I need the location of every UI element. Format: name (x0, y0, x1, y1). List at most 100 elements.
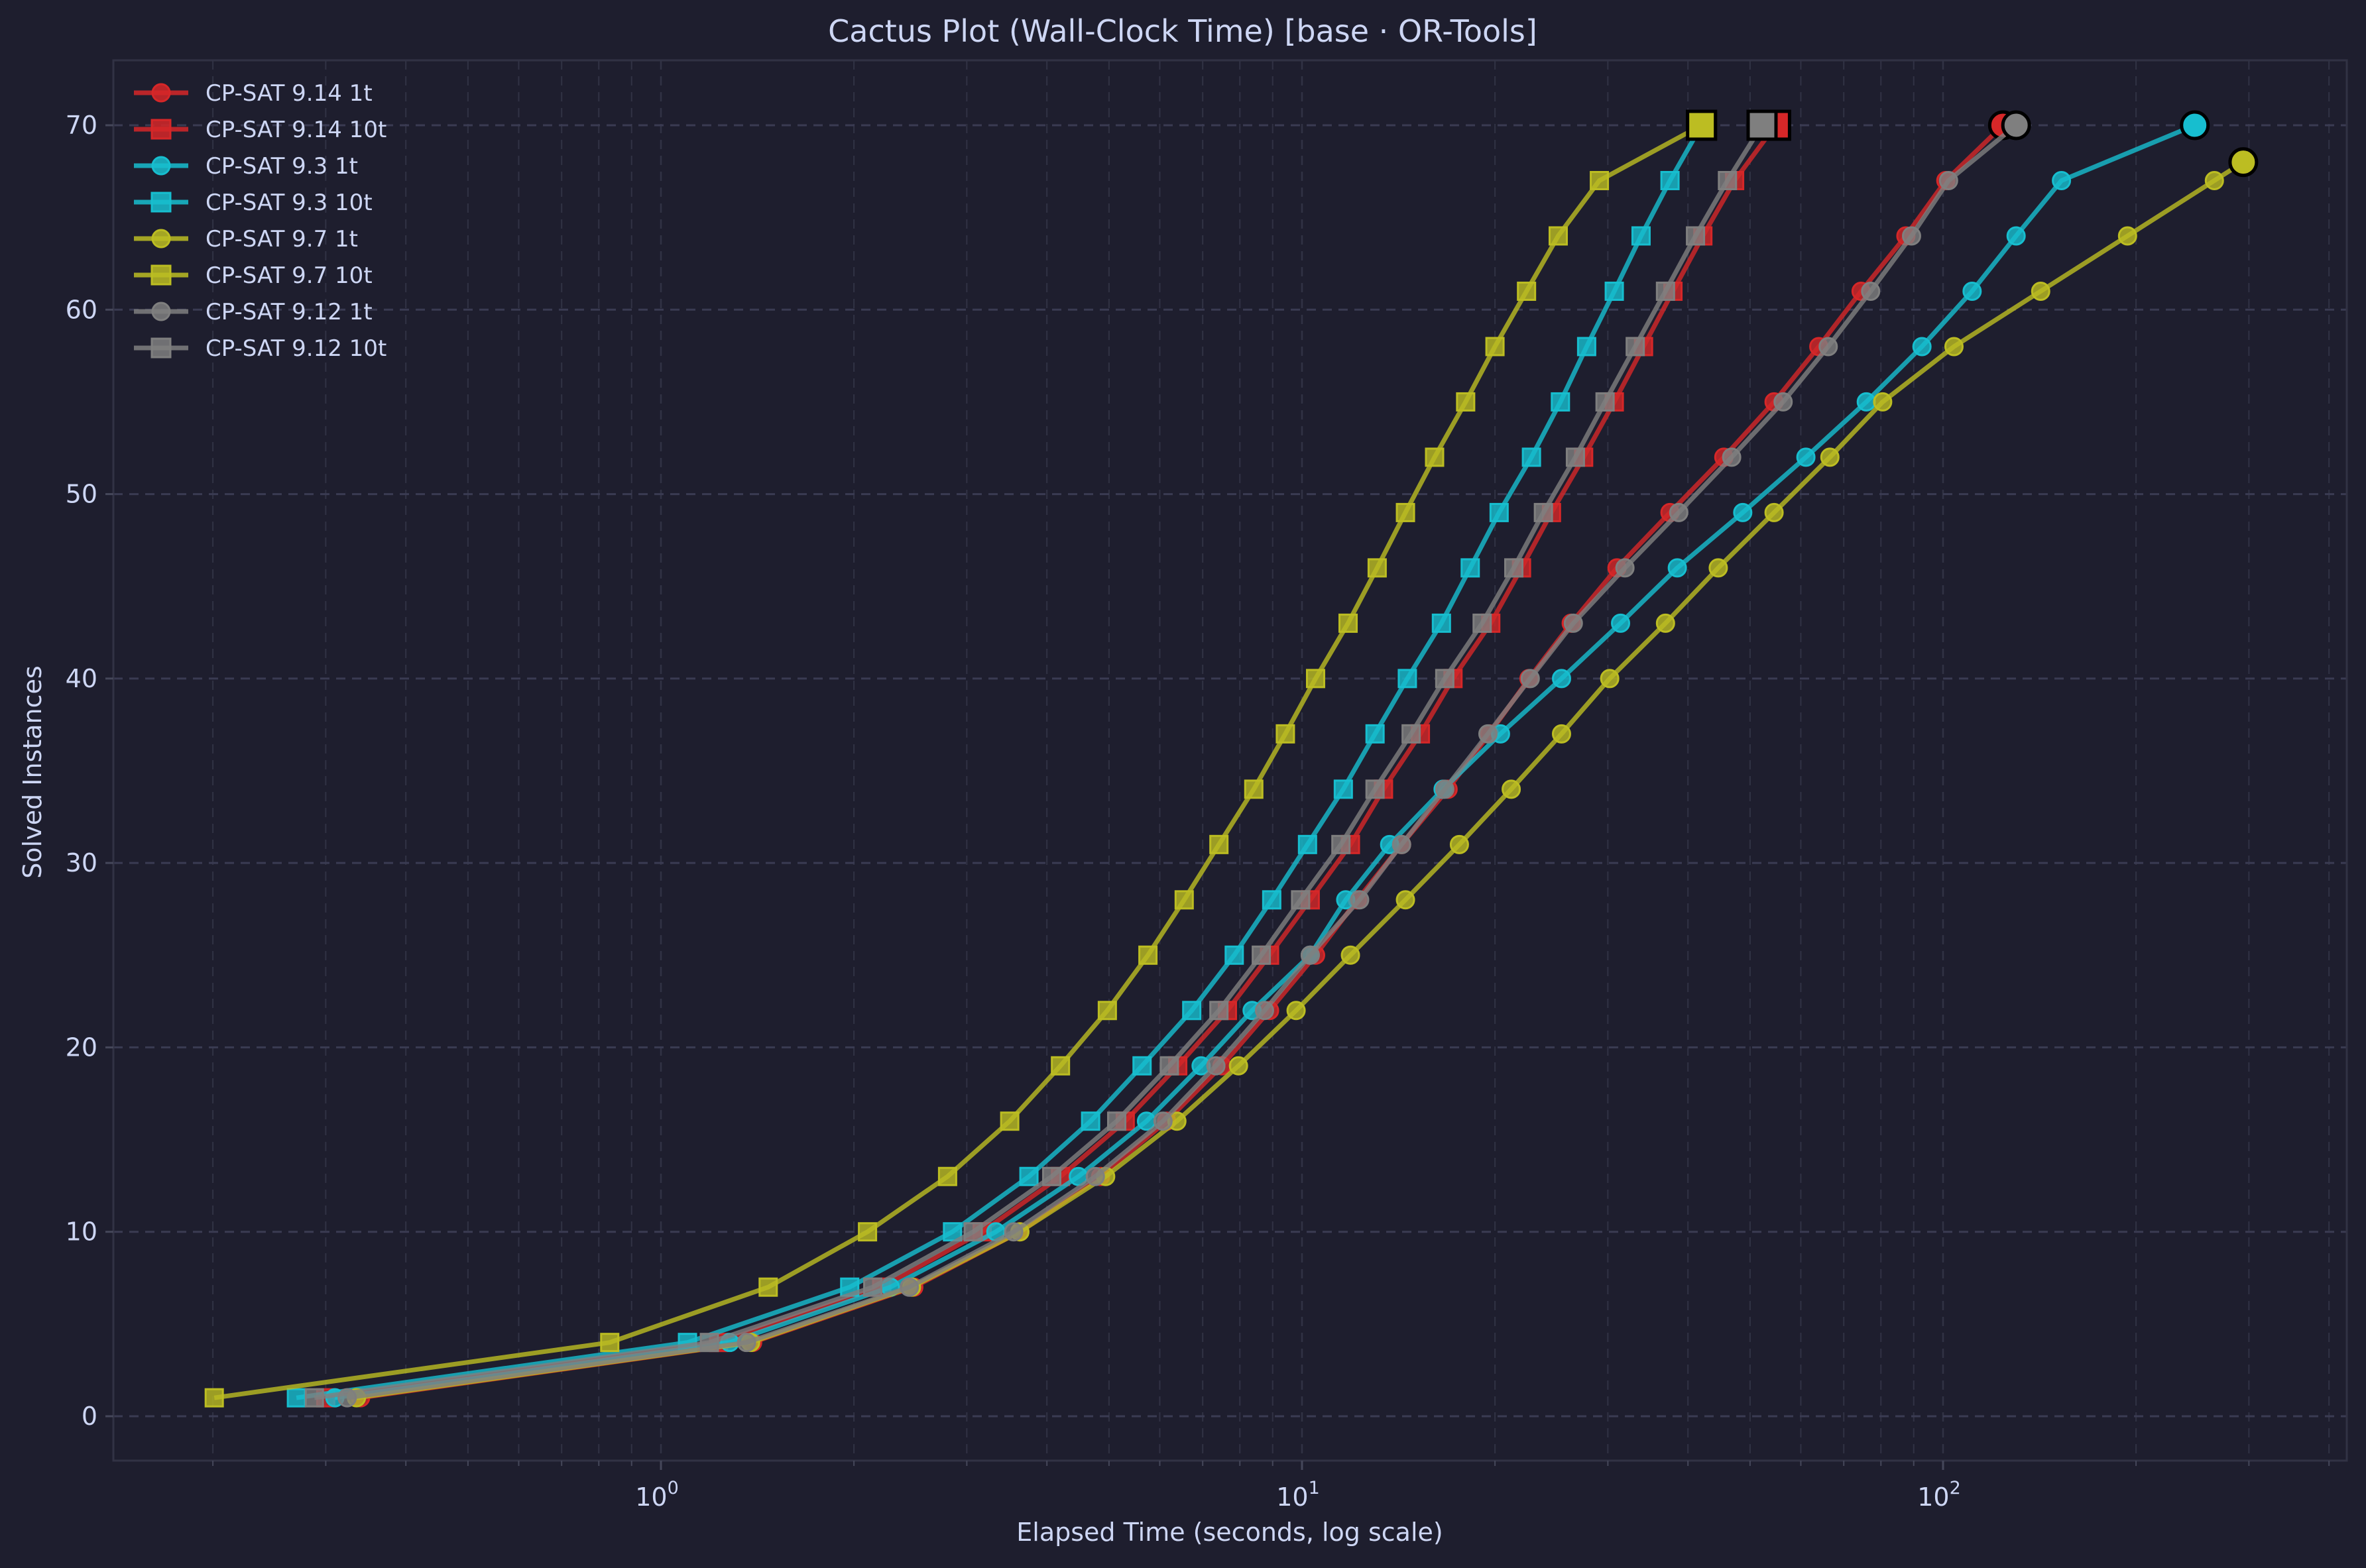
endpoint-circle-marker (2001, 110, 2031, 140)
square-marker (1000, 1111, 1020, 1131)
square-marker (1686, 226, 1706, 246)
square-marker (1262, 890, 1281, 910)
legend-item: CP-SAT 9.3 1t (134, 153, 358, 180)
legend-label: CP-SAT 9.12 1t (206, 299, 373, 325)
square-marker (1548, 226, 1568, 246)
square-marker (1275, 724, 1295, 744)
square-marker (1338, 613, 1358, 633)
circle-marker (1901, 226, 1921, 246)
square-marker (1331, 834, 1351, 854)
circle-marker (1340, 945, 1360, 965)
square-marker (1182, 1001, 1202, 1021)
circle-marker (1938, 170, 1958, 190)
square-marker (1460, 558, 1480, 578)
y-tick-label: 60 (66, 295, 97, 324)
axes-frame (112, 59, 2348, 1462)
square-marker (286, 1388, 306, 1408)
legend: CP-SAT 9.14 1t CP-SAT 9.14 10t CP-SAT 9.3 … (134, 80, 386, 362)
square-marker (937, 1166, 957, 1186)
legend-item: CP-SAT 9.7 1t (134, 226, 358, 252)
square-marker (1595, 392, 1615, 412)
circle-marker (1350, 890, 1370, 910)
circle-marker (1733, 502, 1753, 522)
legend-label: CP-SAT 9.14 10t (206, 117, 386, 143)
square-marker (1305, 669, 1325, 689)
circle-marker (1669, 502, 1688, 522)
series-cp-sat-9-3-1t (325, 110, 2210, 1408)
square-marker (1367, 558, 1387, 578)
endpoint-square-marker (1746, 109, 1778, 141)
square-marker (1660, 170, 1680, 190)
square-marker (1159, 1056, 1179, 1076)
circle-marker (1300, 945, 1320, 965)
circle-marker (1600, 669, 1620, 689)
legend-label: CP-SAT 9.3 10t (206, 190, 373, 216)
circle-marker (2031, 281, 2050, 301)
square-marker (304, 1388, 324, 1408)
legend-circle-icon (151, 83, 171, 103)
square-marker (1604, 281, 1624, 301)
square-marker (963, 1222, 983, 1242)
square-marker (1138, 945, 1158, 965)
square-marker (1533, 502, 1553, 522)
square-marker (1051, 1056, 1071, 1076)
square-marker (1590, 170, 1610, 190)
square-marker (1333, 779, 1353, 799)
square-marker (1224, 945, 1244, 965)
square-marker (1565, 447, 1585, 467)
series-layer (204, 109, 2259, 1408)
legend-label: CP-SAT 9.12 10t (206, 335, 386, 362)
circle-marker (2006, 226, 2026, 246)
axis-ticks: 0 10 20 30 40 50 60 70 100 101 102 (66, 111, 2330, 1512)
square-marker (1397, 669, 1417, 689)
x-tick-label: 102 (1917, 1478, 1961, 1512)
circle-marker (1502, 779, 1521, 799)
legend-square-icon (150, 119, 172, 140)
y-axis-label: Solved Instances (18, 665, 47, 878)
circle-marker (1912, 337, 1932, 357)
circle-marker (1153, 1111, 1173, 1131)
y-tick-label: 0 (82, 1402, 97, 1431)
circle-marker (1820, 447, 1840, 467)
square-marker (1425, 447, 1445, 467)
circle-marker (1004, 1222, 1024, 1242)
circle-marker (900, 1277, 919, 1297)
square-marker (1174, 890, 1194, 910)
circle-marker (1856, 392, 1876, 412)
square-marker (1395, 502, 1415, 522)
circle-marker (737, 1333, 756, 1353)
square-marker (1019, 1166, 1039, 1186)
square-marker (1576, 337, 1596, 357)
y-tick-label: 30 (66, 848, 97, 877)
circle-marker (1206, 1056, 1226, 1076)
square-marker (1297, 834, 1317, 854)
circle-marker (1551, 724, 1571, 744)
circle-marker (1796, 447, 1816, 467)
y-tick-label: 70 (66, 111, 97, 140)
legend-circle-icon (151, 302, 171, 321)
square-marker (1209, 834, 1229, 854)
legend-square-icon (150, 337, 172, 359)
square-marker (1485, 337, 1505, 357)
square-marker (1291, 890, 1311, 910)
square-marker (758, 1277, 778, 1297)
legend-square-icon (150, 264, 172, 286)
circle-marker (1391, 834, 1411, 854)
legend-circle-icon (151, 229, 171, 249)
circle-marker (1764, 502, 1784, 522)
square-marker (1626, 337, 1645, 357)
square-marker (1401, 724, 1421, 744)
series-cp-sat-9-3-10t (286, 109, 1718, 1408)
circle-marker (1708, 558, 1728, 578)
circle-marker (1655, 613, 1675, 633)
circle-marker (1563, 613, 1583, 633)
square-marker (1097, 1001, 1117, 1021)
circle-marker (1818, 337, 1838, 357)
circle-marker (1962, 281, 1982, 301)
circle-marker (2204, 170, 2224, 190)
circle-marker (1773, 392, 1793, 412)
circle-marker (1435, 779, 1454, 799)
circle-marker (1861, 281, 1881, 301)
square-marker (1517, 281, 1537, 301)
